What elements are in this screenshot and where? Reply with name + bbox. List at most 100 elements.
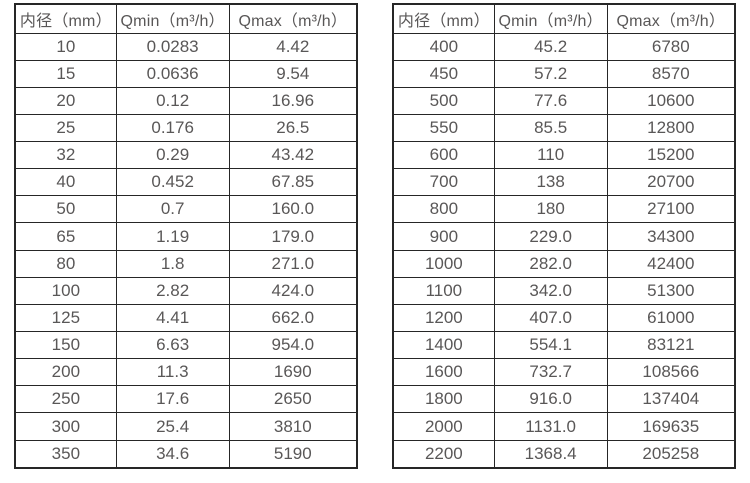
table-row: 1600 732.7 108566 <box>392 358 736 387</box>
table-cell: 450 <box>392 59 495 88</box>
table-cell: 15200 <box>606 141 736 170</box>
table-cell: 2650 <box>228 385 358 414</box>
table-cell: 1690 <box>228 358 358 387</box>
table-row: 300 25.4 3810 <box>14 412 358 441</box>
table-row: 1000 282.0 42400 <box>392 249 736 278</box>
table-cell: 0.0636 <box>115 59 230 88</box>
table-cell: 179.0 <box>228 222 358 251</box>
table-cell: 0.0283 <box>115 32 230 61</box>
table-row: 65 1.19 179.0 <box>14 222 358 251</box>
table-row: 32 0.29 43.42 <box>14 141 358 170</box>
table-cell: 205258 <box>606 439 736 469</box>
table-cell: 20700 <box>606 168 736 197</box>
table-cell: 1368.4 <box>493 439 608 469</box>
table-cell: 916.0 <box>493 385 608 414</box>
table-cell: 137404 <box>606 385 736 414</box>
table-row: 500 77.6 10600 <box>392 86 736 115</box>
table-cell: 110 <box>493 141 608 170</box>
table-cell: 26.5 <box>228 113 358 143</box>
table-cell: 25 <box>14 113 117 143</box>
table-row: 400 45.2 6780 <box>392 32 736 61</box>
table-cell: 700 <box>392 168 495 197</box>
table-cell: 2.82 <box>115 276 230 305</box>
column-header: 内径（mm） <box>392 3 495 34</box>
column-header: Qmax（m³/h） <box>606 3 736 34</box>
table-row: 250 17.6 2650 <box>14 385 358 414</box>
table-cell: 1000 <box>392 249 495 278</box>
table-header: 内径（mm） Qmin（m³/h） Qmax（m³/h） <box>392 3 736 34</box>
table-cell: 40 <box>14 168 117 197</box>
table-cell: 169635 <box>606 412 736 441</box>
table-row: 100 2.82 424.0 <box>14 276 358 305</box>
table-cell: 282.0 <box>493 249 608 278</box>
table-cell: 34300 <box>606 222 736 251</box>
table-cell: 27100 <box>606 195 736 224</box>
table-cell: 600 <box>392 141 495 170</box>
table-row: 550 85.5 12800 <box>392 113 736 143</box>
table-cell: 1131.0 <box>493 412 608 441</box>
table-cell: 51300 <box>606 276 736 305</box>
table-cell: 42400 <box>606 249 736 278</box>
table-cell: 662.0 <box>228 303 358 333</box>
table-cell: 3810 <box>228 412 358 441</box>
table-cell: 138 <box>493 168 608 197</box>
table-cell: 0.29 <box>115 141 230 170</box>
table-cell: 45.2 <box>493 32 608 61</box>
column-header: 内径（mm） <box>14 3 117 34</box>
table-cell: 80 <box>14 249 117 278</box>
table-cell: 125 <box>14 303 117 333</box>
table-cell: 1800 <box>392 385 495 414</box>
table-cell: 67.85 <box>228 168 358 197</box>
table-cell: 77.6 <box>493 86 608 115</box>
table-cell: 1.19 <box>115 222 230 251</box>
table-cell: 10600 <box>606 86 736 115</box>
table-cell: 150 <box>14 331 117 360</box>
table-body: 10 0.0283 4.42 15 0.0636 9.54 20 0.12 16.96 25 0.1… <box>14 32 358 469</box>
table-cell: 271.0 <box>228 249 358 278</box>
table-cell: 83121 <box>606 331 736 360</box>
table-cell: 2200 <box>392 439 495 469</box>
table-cell: 16.96 <box>228 86 358 115</box>
table-cell: 20 <box>14 86 117 115</box>
table-cell: 1400 <box>392 331 495 360</box>
table-row: 125 4.41 662.0 <box>14 303 358 333</box>
table-cell: 15 <box>14 59 117 88</box>
table-cell: 1100 <box>392 276 495 305</box>
table-row: 1800 916.0 137404 <box>392 385 736 414</box>
table-row: 900 229.0 34300 <box>392 222 736 251</box>
table-cell: 160.0 <box>228 195 358 224</box>
table-cell: 9.54 <box>228 59 358 88</box>
table-cell: 900 <box>392 222 495 251</box>
table-row: 40 0.452 67.85 <box>14 168 358 197</box>
table-row: 10 0.0283 4.42 <box>14 32 358 61</box>
table-cell: 10 <box>14 32 117 61</box>
table-cell: 550 <box>392 113 495 143</box>
table-cell: 1.8 <box>115 249 230 278</box>
table-cell: 954.0 <box>228 331 358 360</box>
table-cell: 50 <box>14 195 117 224</box>
table-header: 内径（mm） Qmin（m³/h） Qmax（m³/h） <box>14 3 358 34</box>
table-cell: 200 <box>14 358 117 387</box>
table-row: 50 0.7 160.0 <box>14 195 358 224</box>
table-cell: 800 <box>392 195 495 224</box>
table-cell: 4.42 <box>228 32 358 61</box>
table-row: 1100 342.0 51300 <box>392 276 736 305</box>
table-cell: 6.63 <box>115 331 230 360</box>
table-cell: 1600 <box>392 358 495 387</box>
table-cell: 57.2 <box>493 59 608 88</box>
table-row: 450 57.2 8570 <box>392 59 736 88</box>
table-row: 150 6.63 954.0 <box>14 331 358 360</box>
table-cell: 4.41 <box>115 303 230 333</box>
table-cell: 12800 <box>606 113 736 143</box>
table-body: 400 45.2 6780 450 57.2 8570 500 77.6 10600 550 85.… <box>392 32 736 469</box>
column-header: Qmin（m³/h） <box>493 3 608 34</box>
table-row: 700 138 20700 <box>392 168 736 197</box>
table-row: 2000 1131.0 169635 <box>392 412 736 441</box>
column-header: Qmin（m³/h） <box>115 3 230 34</box>
table-cell: 732.7 <box>493 358 608 387</box>
table-cell: 400 <box>392 32 495 61</box>
table-row: 25 0.176 26.5 <box>14 113 358 143</box>
table-row: 20 0.12 16.96 <box>14 86 358 115</box>
table-cell: 8570 <box>606 59 736 88</box>
table-cell: 108566 <box>606 358 736 387</box>
